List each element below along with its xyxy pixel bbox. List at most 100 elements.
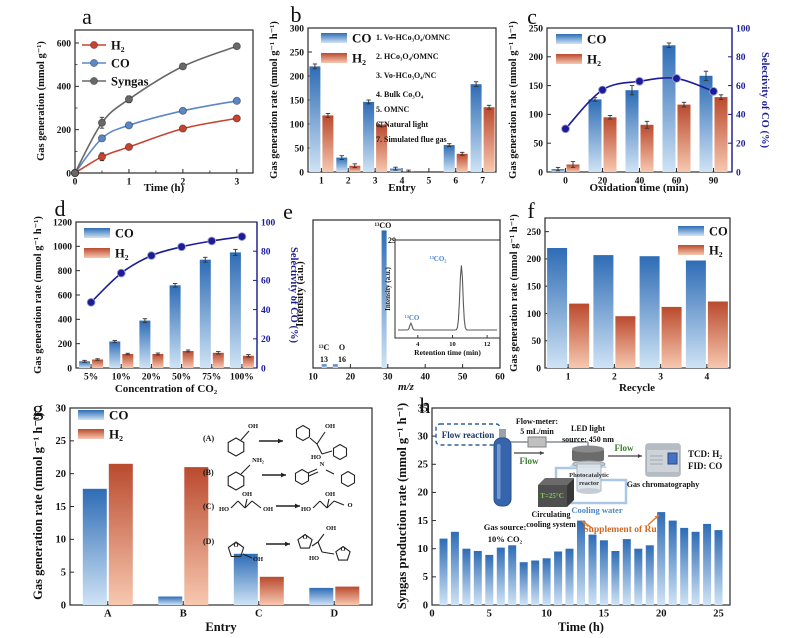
circulating-label: Circulating bbox=[532, 510, 571, 519]
legend-swatch bbox=[321, 33, 347, 43]
bar-H₂-10% bbox=[122, 354, 134, 368]
y-tick: 200 bbox=[527, 255, 542, 265]
selectivity-point bbox=[561, 124, 570, 134]
legend-swatch bbox=[84, 248, 110, 258]
x-axis-label: Entry bbox=[388, 182, 416, 194]
bar-hour-8 bbox=[519, 562, 528, 605]
bar-H₂-3 bbox=[376, 124, 388, 172]
x-tick: 20 bbox=[656, 609, 667, 620]
bar-CO-7 bbox=[470, 84, 482, 172]
bar-hour-10 bbox=[542, 558, 551, 605]
selectivity-point bbox=[237, 232, 247, 241]
ms-peak-13 bbox=[321, 364, 327, 368]
led-lamp-top bbox=[572, 445, 604, 453]
panel-g: 0 5 10 15 20 25 30 A B C D Entry Gas generation rate… bbox=[31, 403, 373, 634]
x-tick: 5 bbox=[487, 609, 492, 620]
bar-CO-C bbox=[233, 553, 258, 605]
flow-reaction-box bbox=[435, 423, 501, 446]
data-point bbox=[232, 114, 241, 123]
bar-hour-25 bbox=[714, 530, 723, 605]
y-tick: 0 bbox=[67, 364, 72, 374]
data-point bbox=[124, 121, 133, 130]
bar-CO-3 bbox=[363, 101, 375, 172]
y-tick: 800 bbox=[58, 267, 73, 277]
y-tick: 15 bbox=[418, 516, 429, 527]
bar-CO-6 bbox=[443, 145, 455, 172]
flow-label: Flow bbox=[520, 456, 539, 466]
plot-frame bbox=[74, 29, 254, 174]
furan-ring bbox=[227, 541, 245, 558]
entry-note: 6. Natural light bbox=[376, 120, 429, 129]
y-tick: 15 bbox=[56, 502, 67, 513]
bar-H₂-D bbox=[335, 586, 360, 605]
inset-y-label: Intensity (a.u.) bbox=[384, 266, 392, 310]
y-tick: 5 bbox=[423, 572, 428, 583]
x-tick: 10 bbox=[541, 609, 552, 620]
bar-hour-7 bbox=[508, 545, 517, 605]
panel-letter-b: b bbox=[291, 2, 302, 27]
bar-CO-50% bbox=[169, 285, 181, 368]
y-tick: 250 bbox=[527, 228, 542, 238]
selectivity-point bbox=[709, 87, 718, 96]
y-tick: 0 bbox=[538, 168, 543, 178]
bar-hour-2 bbox=[450, 531, 459, 605]
bar-H₂-A bbox=[108, 463, 133, 605]
x-tick: 2 bbox=[346, 177, 351, 187]
x-tick: 50 bbox=[458, 373, 468, 383]
circulating-label: cooling system bbox=[526, 520, 576, 529]
y-tick: 1200 bbox=[53, 218, 72, 228]
x-tick: 0 bbox=[73, 178, 78, 188]
panel-letter-c: c bbox=[527, 4, 537, 29]
structure-atom-label: O bbox=[233, 542, 238, 549]
x-axis-label: Concentration of CO₂ bbox=[115, 383, 218, 395]
x-tick: 40 bbox=[635, 177, 645, 187]
y-tick: 20 bbox=[56, 469, 67, 480]
benzene-ring bbox=[340, 470, 356, 488]
data-point bbox=[70, 168, 80, 178]
entry-note: 1. Vo-HCo₃O₄/OMNC bbox=[376, 33, 450, 42]
x-tick: 75% bbox=[202, 373, 221, 383]
legend-label: H₂ bbox=[352, 51, 366, 66]
bar-hour-23 bbox=[691, 531, 700, 605]
x-tick: 2 bbox=[612, 373, 617, 383]
x-tick: 60 bbox=[495, 373, 505, 383]
chromatogram-trace bbox=[398, 265, 497, 331]
legend-label: CO bbox=[111, 57, 130, 71]
bar-CO-D bbox=[309, 587, 334, 605]
legend-label: H₂ bbox=[709, 244, 723, 258]
bar-CO-10% bbox=[109, 341, 121, 368]
structure-atom-label: OH bbox=[248, 423, 258, 430]
peak-label: ¹³C bbox=[319, 343, 330, 352]
bar-hour-18 bbox=[634, 548, 643, 605]
selectivity-point bbox=[147, 251, 156, 260]
peak-label: ¹³CO bbox=[375, 221, 392, 230]
bar-H₂-50% bbox=[182, 351, 194, 368]
furan-ring bbox=[297, 533, 313, 549]
y-axis-label: Gas generation (mmol g⁻¹) bbox=[36, 41, 47, 161]
legend-swatch bbox=[321, 53, 347, 63]
entry-note: 2. HCo₃O₄/OMNC bbox=[376, 52, 439, 61]
bar-hour-24 bbox=[703, 523, 712, 605]
gc-screen bbox=[667, 452, 678, 465]
led-label: source: 450 nm bbox=[562, 435, 614, 444]
y-axis-label: Gas generation rate (mmol g⁻¹ h⁻¹) bbox=[269, 21, 280, 179]
structure-entry-label: (B) bbox=[203, 468, 214, 477]
y-tick: 25 bbox=[418, 460, 429, 471]
data-point bbox=[178, 124, 187, 133]
benzene-ring bbox=[332, 443, 348, 461]
x-tick: C bbox=[255, 609, 263, 620]
x-tick: 3 bbox=[373, 177, 378, 187]
structure-atom-label: NH₂ bbox=[252, 457, 264, 464]
legend-swatch bbox=[678, 245, 704, 255]
legend-label: H₂ bbox=[109, 427, 123, 442]
data-point bbox=[232, 96, 241, 105]
structure-atom-label: OH bbox=[242, 491, 252, 498]
x-tick: 5 bbox=[426, 177, 431, 187]
structure-entry-label: (D) bbox=[203, 537, 214, 546]
y-tick: 50 bbox=[295, 144, 305, 154]
fid-label: FID: CO bbox=[688, 461, 722, 471]
x-tick: 10% bbox=[112, 373, 131, 383]
temperature-label: T=25°C bbox=[540, 492, 564, 500]
bar-hour-6 bbox=[496, 547, 505, 605]
